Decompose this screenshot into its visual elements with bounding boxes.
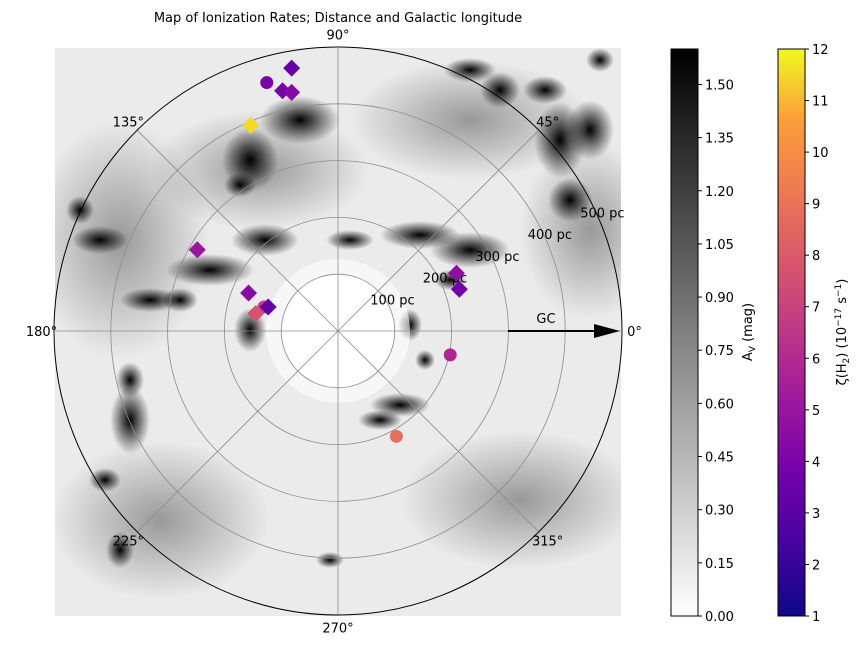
colorbar-tick-label: 0.60 xyxy=(705,397,734,412)
data-points xyxy=(188,59,468,443)
zeta-colorbar-gradient xyxy=(777,48,806,617)
av-colorbar-gradient xyxy=(670,48,699,617)
radial-tick-label: 300 pc xyxy=(475,250,519,265)
colorbar-tick-label: 5 xyxy=(812,404,820,419)
scatter-point-diamond xyxy=(283,59,301,77)
scatter-point-circle xyxy=(389,429,403,443)
angular-tick-label: 90° xyxy=(326,29,349,44)
scatter-point-circle xyxy=(260,76,274,90)
gc-annotation: GC xyxy=(508,312,620,338)
gc-arrow-icon xyxy=(594,324,620,338)
av-colorbar: 0.00 0.15 0.30 0.45 0.60 0.75 0.90 1.05 1.20 1.35… xyxy=(670,48,758,625)
scatter-point-diamond xyxy=(247,305,265,323)
gc-label: GC xyxy=(536,312,555,327)
colorbar-tick-label: 0.00 xyxy=(705,610,734,625)
angular-tick-label: 315° xyxy=(532,535,563,550)
colorbar-tick-label: 11 xyxy=(812,95,829,110)
colorbar-tick-label: 10 xyxy=(812,146,829,161)
colorbar-tick-label: 1.20 xyxy=(705,185,734,200)
scatter-point-circle xyxy=(443,348,457,362)
av-colorbar-label: AV (mag) xyxy=(741,303,758,361)
radial-tick-label: 400 pc xyxy=(528,228,572,243)
colorbar-tick-label: 1.50 xyxy=(705,78,734,93)
scatter-point-diamond xyxy=(283,83,301,101)
angular-tick-label: 180° xyxy=(26,325,57,340)
angular-tick-label: 270° xyxy=(322,621,353,636)
colorbar-tick-label: 9 xyxy=(812,198,820,213)
colorbar-tick-label: 3 xyxy=(812,507,820,522)
scatter-point-diamond xyxy=(188,241,206,259)
colorbar-tick-label: 1 xyxy=(812,610,820,625)
angular-tick-label: 225° xyxy=(113,535,144,550)
radial-tick-label: 100 pc xyxy=(370,293,414,308)
zeta-colorbar-label: ζ(H2) (10−17 s−1) xyxy=(834,279,852,386)
polar-frame xyxy=(53,46,623,616)
chart-title: Map of Ionization Rates; Distance and Ga… xyxy=(154,11,522,26)
colorbar-tick-label: 0.90 xyxy=(705,291,734,306)
colorbar-tick-label: 6 xyxy=(812,352,820,367)
colorbar-tick-label: 4 xyxy=(812,455,820,470)
scatter-point-diamond xyxy=(240,284,258,302)
colorbar-tick-label: 1.35 xyxy=(705,132,734,147)
scatter-point-diamond xyxy=(447,264,465,282)
colorbar-tick-label: 12 xyxy=(812,43,829,58)
scatter-point-diamond xyxy=(242,117,260,135)
colorbar-tick-label: 0.30 xyxy=(705,504,734,519)
colorbar-tick-label: 2 xyxy=(812,558,820,573)
angular-tick-label: 135° xyxy=(113,115,144,130)
colorbar-tick-label: 8 xyxy=(812,249,820,264)
angular-tick-label: 45° xyxy=(536,115,559,130)
scatter-point-diamond xyxy=(259,298,277,316)
scatter-point-diamond xyxy=(450,280,468,298)
colorbar-tick-label: 0.15 xyxy=(705,557,734,572)
colorbar-tick-label: 1.05 xyxy=(705,238,734,253)
angular-tick-labels: 0° 45° 90° 135° 180° 225° 270° 315° xyxy=(26,29,642,637)
radial-tick-label: 500 pc xyxy=(580,206,624,221)
angular-tick-label: 0° xyxy=(627,325,642,340)
colorbar-tick-label: 7 xyxy=(812,301,820,316)
colorbar-tick-label: 0.75 xyxy=(705,344,734,359)
colorbar-tick-label: 0.45 xyxy=(705,451,734,466)
